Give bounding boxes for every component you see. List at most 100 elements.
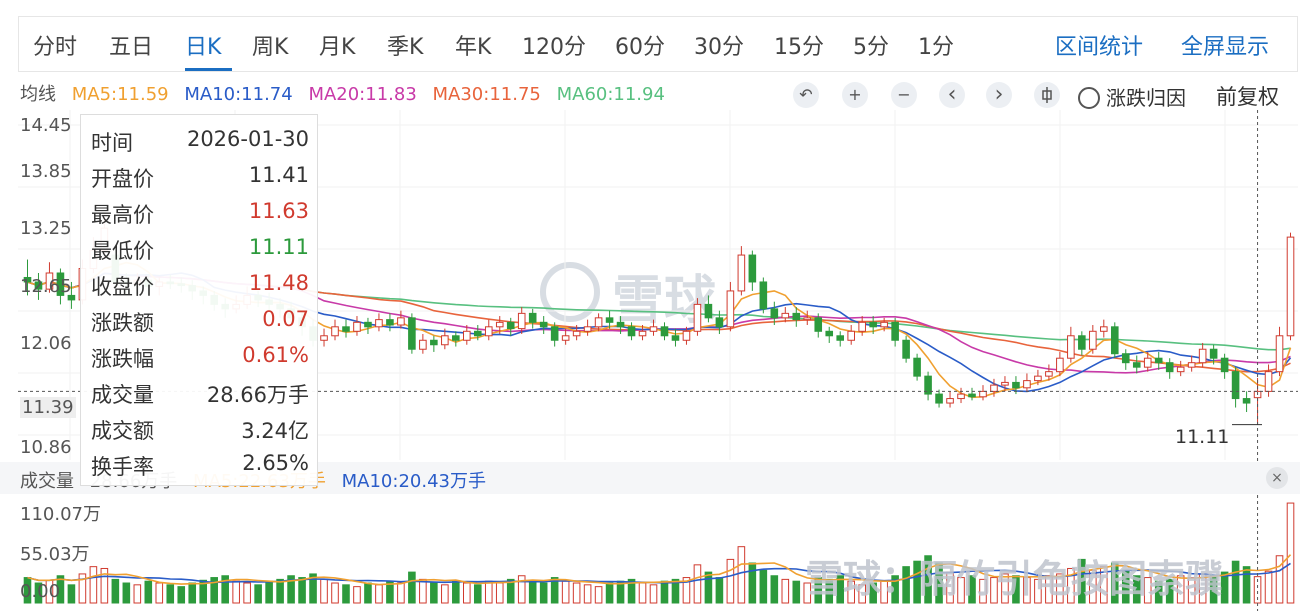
price-tick: 12.06 bbox=[20, 333, 72, 354]
tab-weekly-k[interactable]: 周K bbox=[252, 35, 289, 60]
volume-bar bbox=[166, 584, 175, 604]
candle-body bbox=[924, 375, 932, 395]
candle-body bbox=[627, 326, 636, 337]
tab-quarterly-k[interactable]: 季K bbox=[387, 35, 424, 60]
candle-body bbox=[1187, 362, 1196, 368]
candle-body bbox=[770, 308, 779, 319]
active-tab-indicator bbox=[185, 68, 232, 71]
xueqiu-logo-icon bbox=[540, 262, 600, 322]
volume-bar bbox=[649, 584, 658, 604]
interval-stats-button[interactable]: 区间统计 bbox=[1055, 35, 1144, 60]
candle-body bbox=[561, 335, 570, 341]
volume-bar bbox=[792, 580, 801, 604]
tab-15min[interactable]: 15分 bbox=[774, 35, 824, 60]
crosshair-price-label: 11.39 bbox=[20, 397, 76, 418]
candle-body bbox=[583, 326, 592, 332]
tab-monthly-k[interactable]: 月K bbox=[319, 35, 356, 60]
tab-five-day[interactable]: 五日 bbox=[109, 35, 154, 60]
volume-label: 成交量 bbox=[20, 471, 74, 492]
zoom-in-icon[interactable]: + bbox=[842, 82, 868, 108]
volume-bar bbox=[67, 584, 76, 604]
prev-icon[interactable]: ‹ bbox=[939, 82, 965, 108]
volume-bar bbox=[23, 577, 32, 604]
tooltip-row: 时间 2026-01-30 bbox=[91, 127, 309, 163]
fq-selector[interactable]: 前复权 bbox=[1216, 85, 1279, 109]
volume-bar bbox=[506, 578, 515, 604]
tooltip-key: 涨跌额 bbox=[91, 311, 154, 335]
candle-body bbox=[836, 335, 845, 341]
volume-bar bbox=[408, 571, 416, 604]
tab-timeshare[interactable]: 分时 bbox=[33, 35, 78, 60]
candle-body bbox=[430, 339, 438, 346]
volume-bar bbox=[1231, 560, 1240, 604]
zoom-out-icon[interactable]: − bbox=[891, 82, 917, 108]
volume-bar bbox=[803, 582, 812, 604]
candle-body bbox=[1132, 362, 1141, 368]
ohlc-tooltip: 时间 2026-01-30 开盘价 11.41 最高价 11.63 最低价 11.11 收盘价 1… bbox=[80, 114, 318, 486]
tooltip-value: 2026-01-30 bbox=[186, 127, 309, 151]
tooltip-key: 收盘价 bbox=[91, 275, 154, 299]
tooltip-key: 最低价 bbox=[91, 239, 154, 263]
low-price-label: 11.11 bbox=[1175, 426, 1230, 448]
candle-body bbox=[847, 330, 855, 341]
candle-body bbox=[408, 317, 416, 350]
price-tick: 12.65 bbox=[20, 276, 72, 297]
tab-1min[interactable]: 1分 bbox=[918, 35, 954, 60]
candle-body bbox=[902, 339, 910, 359]
candle-body bbox=[342, 326, 350, 332]
candle-body bbox=[364, 321, 372, 328]
volume-bar bbox=[463, 582, 471, 604]
candle-body bbox=[1045, 371, 1053, 377]
candle-body bbox=[891, 321, 899, 341]
volume-bar bbox=[561, 580, 570, 604]
volume-bar bbox=[539, 582, 548, 604]
volume-bar bbox=[836, 575, 845, 604]
candle-body bbox=[550, 326, 559, 341]
tab-120min[interactable]: 120分 bbox=[522, 35, 586, 60]
volume-tick: 110.07万 bbox=[20, 504, 101, 525]
undo-icon[interactable]: ↶ bbox=[793, 82, 819, 108]
volume-bar bbox=[814, 577, 823, 604]
candle-body bbox=[1165, 362, 1174, 373]
volume-bar bbox=[34, 582, 43, 604]
candle-icon[interactable] bbox=[1034, 82, 1060, 108]
candle-body bbox=[660, 326, 669, 337]
volume-tick: 0.00 bbox=[20, 581, 61, 602]
volume-bar bbox=[177, 586, 186, 604]
volume-bar bbox=[594, 586, 603, 604]
candle-body bbox=[880, 321, 888, 328]
tab-daily-k[interactable]: 日K bbox=[185, 35, 222, 60]
tab-5min[interactable]: 5分 bbox=[853, 35, 889, 60]
volume-bar bbox=[364, 582, 372, 604]
volume-bar bbox=[715, 577, 724, 604]
candle-body bbox=[386, 319, 394, 326]
candle-body bbox=[605, 317, 614, 323]
volume-bar bbox=[188, 582, 197, 604]
candle-body bbox=[34, 281, 43, 290]
volume-bar bbox=[484, 580, 493, 604]
next-icon[interactable]: › bbox=[986, 82, 1012, 108]
tab-yearly-k[interactable]: 年K bbox=[455, 35, 492, 60]
volume-chart[interactable] bbox=[0, 495, 1300, 611]
attribution-radio[interactable]: 涨跌归因 bbox=[1078, 82, 1186, 111]
ma-label: 均线 bbox=[20, 84, 56, 105]
fullscreen-button[interactable]: 全屏显示 bbox=[1181, 35, 1270, 60]
tab-30min[interactable]: 30分 bbox=[694, 35, 744, 60]
volume-bar bbox=[572, 582, 581, 604]
candle-body bbox=[473, 330, 482, 337]
candle-body bbox=[452, 335, 460, 341]
volume-bar bbox=[419, 578, 427, 604]
candle-body bbox=[1198, 348, 1207, 364]
close-icon[interactable]: × bbox=[1266, 467, 1288, 489]
candle-body bbox=[1209, 348, 1218, 359]
tooltip-key: 换手率 bbox=[91, 455, 154, 479]
candle-body bbox=[1242, 398, 1251, 404]
volume-bar bbox=[847, 580, 855, 604]
volume-bar bbox=[1242, 566, 1251, 604]
candle-body bbox=[935, 393, 943, 404]
volume-bar bbox=[1286, 502, 1295, 604]
volume-bar bbox=[375, 584, 383, 604]
volume-bar bbox=[1078, 558, 1086, 604]
candle-body bbox=[649, 326, 658, 332]
tab-60min[interactable]: 60分 bbox=[615, 35, 665, 60]
